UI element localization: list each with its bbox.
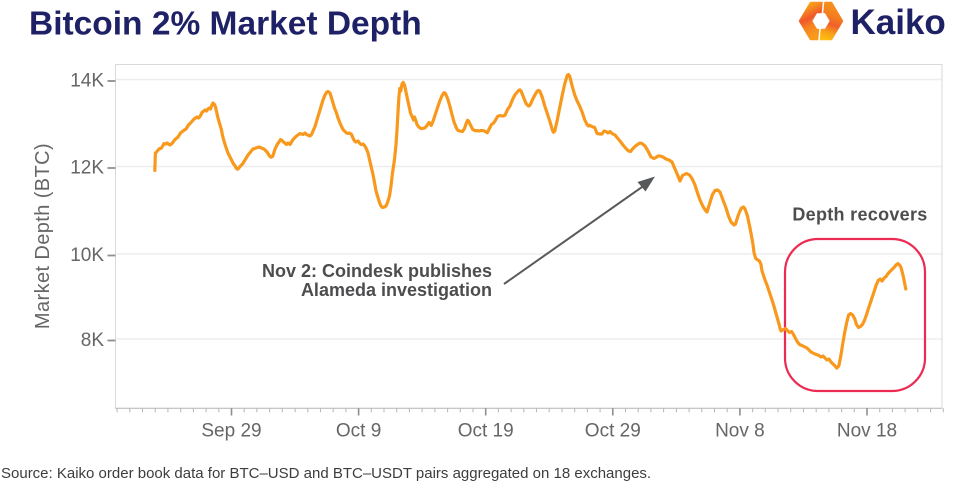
svg-text:Kaiko: Kaiko bbox=[851, 3, 946, 42]
svg-text:Bitcoin 2% Market Depth: Bitcoin 2% Market Depth bbox=[29, 6, 422, 43]
svg-text:14K: 14K bbox=[70, 71, 104, 92]
svg-text:Nov 8: Nov 8 bbox=[715, 421, 765, 442]
svg-text:Sep 29: Sep 29 bbox=[201, 421, 261, 442]
svg-text:Nov 18: Nov 18 bbox=[837, 421, 897, 442]
svg-text:Oct 19: Oct 19 bbox=[458, 421, 514, 442]
svg-text:Market Depth (BTC): Market Depth (BTC) bbox=[32, 143, 54, 329]
svg-text:Oct 9: Oct 9 bbox=[336, 421, 381, 442]
svg-text:Depth recovers: Depth recovers bbox=[792, 205, 927, 225]
svg-text:10K: 10K bbox=[70, 245, 104, 266]
svg-text:Source: Kaiko order book data: Source: Kaiko order book data for BTC–US… bbox=[1, 465, 651, 482]
svg-text:12K: 12K bbox=[70, 158, 104, 179]
svg-text:8K: 8K bbox=[81, 330, 105, 351]
svg-text:Alameda investigation: Alameda investigation bbox=[301, 280, 492, 300]
svg-text:Oct 29: Oct 29 bbox=[585, 421, 641, 442]
svg-text:Nov 2: Coindesk publishes: Nov 2: Coindesk publishes bbox=[262, 261, 492, 281]
